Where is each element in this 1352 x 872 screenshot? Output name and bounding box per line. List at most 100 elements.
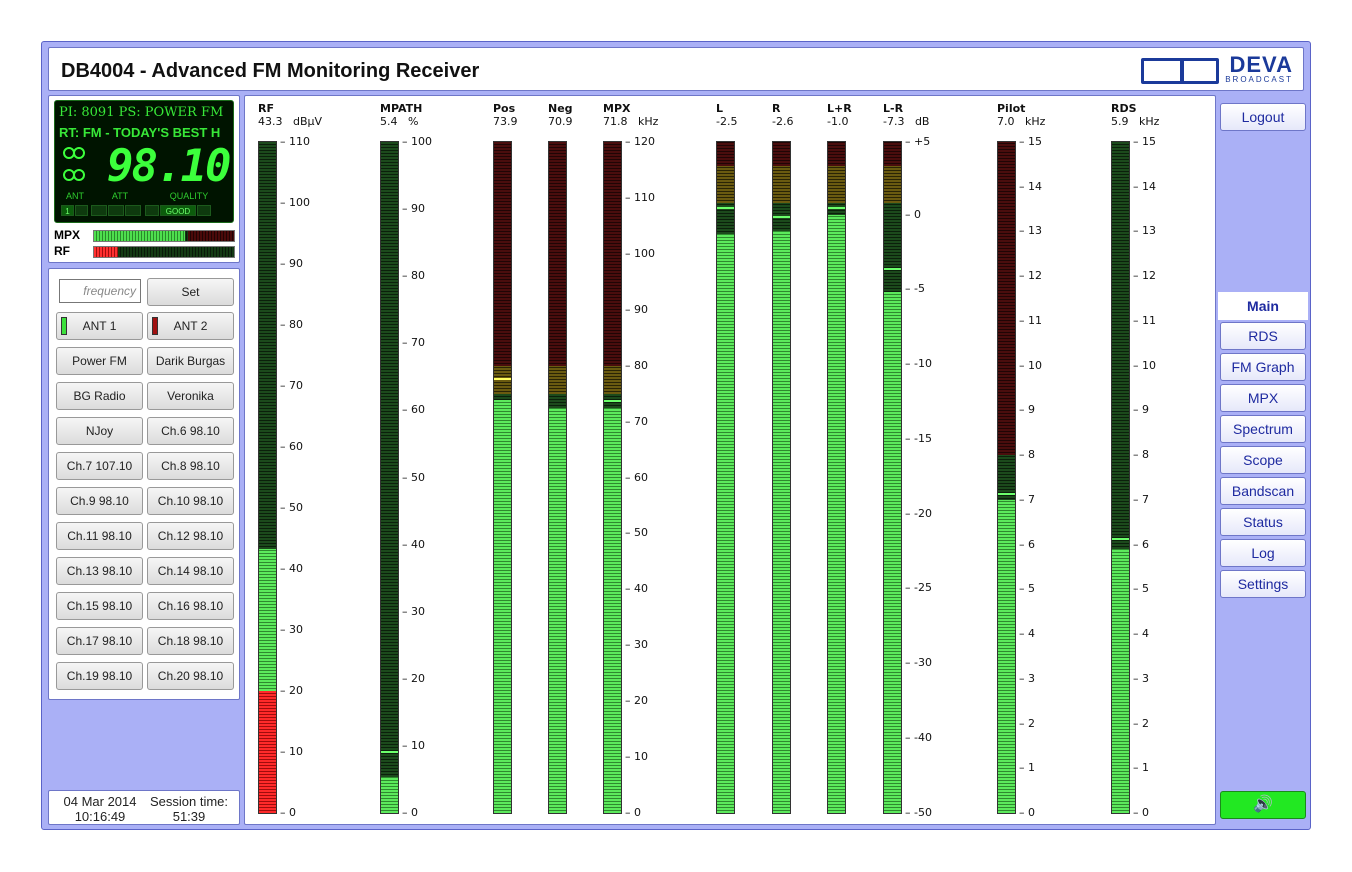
nav-mpx[interactable]: MPX bbox=[1220, 384, 1306, 412]
db-logo-icon bbox=[1141, 58, 1220, 84]
tick-label: – 9 bbox=[1133, 403, 1149, 417]
preset-button-14[interactable]: Ch.12 98.10 bbox=[147, 522, 234, 550]
meter-name: L-R bbox=[883, 102, 904, 115]
tick-label: – 100 bbox=[402, 135, 432, 148]
tick-label: – 60 bbox=[402, 403, 425, 417]
preset-label: Ch.11 98.10 bbox=[67, 529, 132, 543]
preset-label: Ch.10 98.10 bbox=[157, 494, 224, 508]
tick-label: – 110 bbox=[280, 135, 310, 148]
speaker-icon: 🔊 bbox=[1253, 796, 1273, 813]
lcd-ant-value: 1 bbox=[61, 205, 74, 216]
preset-button-5[interactable]: BG Radio bbox=[56, 382, 143, 410]
frequency-input[interactable]: frequency bbox=[59, 279, 141, 303]
preset-button-8[interactable]: Ch.6 98.10 bbox=[147, 417, 234, 445]
preset-button-12[interactable]: Ch.10 98.10 bbox=[147, 487, 234, 515]
meter-peak bbox=[998, 493, 1015, 496]
set-button[interactable]: Set bbox=[147, 278, 234, 306]
tick-label: – 50 bbox=[625, 526, 648, 540]
preset-button-15[interactable]: Ch.13 98.10 bbox=[56, 557, 143, 585]
preset-button-22[interactable]: Ch.20 98.10 bbox=[147, 662, 234, 690]
preset-button-16[interactable]: Ch.14 98.10 bbox=[147, 557, 234, 585]
preset-button-1[interactable]: ANT 1 bbox=[56, 312, 143, 340]
meter-value: 71.8 kHz bbox=[603, 115, 659, 128]
nav-status[interactable]: Status bbox=[1220, 508, 1306, 536]
meter-value: 5.9 kHz bbox=[1111, 115, 1160, 128]
sound-button[interactable]: 🔊 bbox=[1220, 791, 1306, 819]
meter-peak bbox=[604, 400, 621, 403]
tick-label: – 90 bbox=[402, 202, 425, 216]
nav-rds[interactable]: RDS bbox=[1220, 322, 1306, 350]
preset-button-7[interactable]: NJoy bbox=[56, 417, 143, 445]
preset-button-10[interactable]: Ch.8 98.10 bbox=[147, 452, 234, 480]
preset-button-6[interactable]: Veronika bbox=[147, 382, 234, 410]
meter-track-red bbox=[773, 142, 790, 167]
preset-button-19[interactable]: Ch.17 98.10 bbox=[56, 627, 143, 655]
preset-button-18[interactable]: Ch.16 98.10 bbox=[147, 592, 234, 620]
meter-bar-mpath bbox=[380, 141, 399, 814]
tick-label: – 60 bbox=[625, 470, 648, 484]
preset-button-20[interactable]: Ch.18 98.10 bbox=[147, 627, 234, 655]
meter-name: RDS bbox=[1111, 102, 1137, 115]
tick-label: – 0 bbox=[1019, 806, 1035, 819]
meter-name: MPX bbox=[603, 102, 631, 115]
nav-settings[interactable]: Settings bbox=[1220, 570, 1306, 598]
meter-value: -2.6 bbox=[772, 115, 794, 128]
meter-bar-neg bbox=[548, 141, 567, 814]
preset-button-17[interactable]: Ch.15 98.10 bbox=[56, 592, 143, 620]
tick-label: – 110 bbox=[625, 190, 655, 204]
preset-button-11[interactable]: Ch.9 98.10 bbox=[56, 487, 143, 515]
meter-track-red bbox=[494, 142, 511, 366]
tick-label: – 0 bbox=[625, 806, 641, 819]
ant1-indicator bbox=[61, 317, 67, 335]
preset-label: Ch.12 98.10 bbox=[157, 529, 224, 543]
preset-label: Ch.6 98.10 bbox=[161, 424, 220, 438]
tick-label: – 6 bbox=[1133, 537, 1149, 551]
ant2-indicator bbox=[152, 317, 158, 335]
preset-button-21[interactable]: Ch.19 98.10 bbox=[56, 662, 143, 690]
preset-label: Ch.17 98.10 bbox=[66, 634, 133, 648]
tick-label: – 0 bbox=[1133, 806, 1149, 819]
logout-button[interactable]: Logout bbox=[1220, 103, 1306, 131]
preset-button-13[interactable]: Ch.11 98.10 bbox=[56, 522, 143, 550]
nav-log[interactable]: Log bbox=[1220, 539, 1306, 567]
preset-button-2[interactable]: ANT 2 bbox=[147, 312, 234, 340]
meter-fill bbox=[604, 407, 621, 813]
meter-track-warn bbox=[884, 166, 901, 203]
tick-label: – 80 bbox=[280, 318, 303, 331]
tick-label: – +5 bbox=[905, 135, 931, 148]
nav-bandscan[interactable]: Bandscan bbox=[1220, 477, 1306, 505]
meter-name: Pos bbox=[493, 102, 516, 115]
preset-label: Ch.19 98.10 bbox=[66, 669, 133, 683]
meter-peak bbox=[494, 377, 511, 380]
preset-label: NJoy bbox=[85, 424, 114, 438]
preset-button-9[interactable]: Ch.7 107.10 bbox=[56, 452, 143, 480]
tick-label: – 20 bbox=[402, 671, 425, 685]
tick-label: – 100 bbox=[625, 246, 655, 260]
tick-label: – 50 bbox=[280, 501, 303, 514]
nav-main[interactable]: Main bbox=[1218, 292, 1308, 320]
tick-label: – -20 bbox=[905, 507, 932, 520]
tick-label: – 9 bbox=[1019, 403, 1035, 417]
tick-label: – 60 bbox=[280, 440, 303, 453]
meter-value: 5.4 % bbox=[380, 115, 419, 128]
nav-scope[interactable]: Scope bbox=[1220, 446, 1306, 474]
preset-label: Ch.16 98.10 bbox=[157, 599, 224, 613]
preset-label: Ch.9 98.10 bbox=[70, 494, 129, 508]
lcd-ant-label: ANT bbox=[66, 191, 84, 201]
meter-header-lr: L-R -7.3 dB bbox=[883, 102, 929, 128]
preset-button-3[interactable]: Power FM bbox=[56, 347, 143, 375]
deva-logo: DEVA BROADCAST bbox=[1141, 54, 1293, 84]
tick-label: – 7 bbox=[1019, 492, 1035, 506]
preset-label: Ch.15 98.10 bbox=[66, 599, 133, 613]
lcd-panel: PI: 8091 PS: POWER FM RT: FM - TODAY'S B… bbox=[48, 95, 240, 263]
meter-bar-rds bbox=[1111, 141, 1130, 814]
logo-subtext: BROADCAST bbox=[1225, 75, 1293, 84]
tick-label: – -15 bbox=[905, 432, 932, 445]
meter-fill bbox=[494, 399, 511, 813]
nav-fm-graph[interactable]: FM Graph bbox=[1220, 353, 1306, 381]
tick-label: – 0 bbox=[402, 806, 418, 819]
nav-spectrum[interactable]: Spectrum bbox=[1220, 415, 1306, 443]
lcd-att-label: ATT bbox=[111, 191, 129, 201]
preset-button-4[interactable]: Darik Burgas bbox=[147, 347, 234, 375]
meter-fill bbox=[381, 776, 398, 813]
